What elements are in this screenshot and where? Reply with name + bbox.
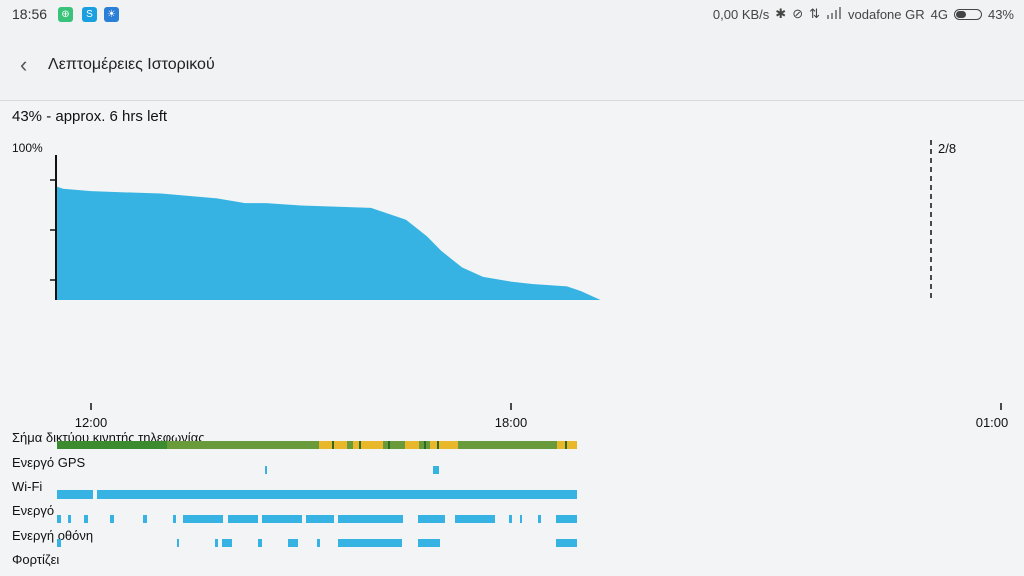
battery-icon	[953, 8, 982, 20]
status-right: 0,00 KB/s ✱ ⊘ ⇅ vodafone GR 4G 43%	[713, 6, 1014, 22]
weather-app-icon: ☀	[104, 7, 119, 22]
x-tick-label: 18:00	[495, 415, 528, 430]
row-label-awake: Ενεργό	[12, 503, 55, 518]
track-screen-on	[57, 539, 577, 547]
bluetooth-icon: ✱	[775, 6, 787, 21]
activity-tracks	[57, 441, 577, 547]
x-tick-label: 12:00	[75, 415, 108, 430]
signal-icon	[826, 6, 842, 22]
data-arrows-icon: ⇅	[809, 6, 821, 21]
track-wifi	[57, 490, 577, 499]
time-axis: 12:00 18:00 01:00	[75, 403, 1009, 430]
y-label-max: 100%	[12, 141, 43, 155]
row-label-gps: Ενεργό GPS	[12, 455, 86, 470]
battery-fill	[955, 10, 966, 18]
battery-summary: 43% - approx. 6 hrs left	[12, 108, 168, 125]
network-speed: 0,00 KB/s	[712, 6, 770, 22]
row-label-screen-on: Ενεργή οθόνη	[12, 528, 94, 543]
track-awake	[57, 515, 577, 523]
history-area	[56, 186, 601, 300]
x-tick-label: 01:00	[976, 415, 1009, 430]
battery-percent: 43%	[987, 6, 1014, 22]
battery-history-chart: 100% 0% 2/8	[12, 140, 956, 300]
app-icon-green: ⊕	[58, 7, 73, 22]
skype-icon: S	[82, 7, 97, 22]
app-bar: ‹ Λεπτομέρειες Ιστορικού	[0, 30, 1024, 101]
row-label-charging: Φορτίζει	[12, 552, 60, 567]
day-marker-label: 2/8	[938, 141, 956, 156]
status-bar: 18:56 ⊕ S ☀ 0,00 KB/s ✱ ⊘ ⇅ vodafone GR …	[0, 0, 1024, 30]
track-gps	[265, 466, 439, 474]
vibrate-icon: ⊘	[792, 6, 804, 21]
status-time: 18:56	[12, 6, 48, 22]
page-title: Λεπτομέρειες Ιστορικού	[48, 56, 215, 73]
row-label-wifi: Wi-Fi	[12, 479, 43, 494]
track-mobile-signal	[57, 441, 577, 449]
carrier-name: vodafone GR	[848, 6, 925, 22]
network-type: 4G	[930, 6, 948, 22]
back-arrow-icon[interactable]: ‹	[20, 52, 28, 77]
